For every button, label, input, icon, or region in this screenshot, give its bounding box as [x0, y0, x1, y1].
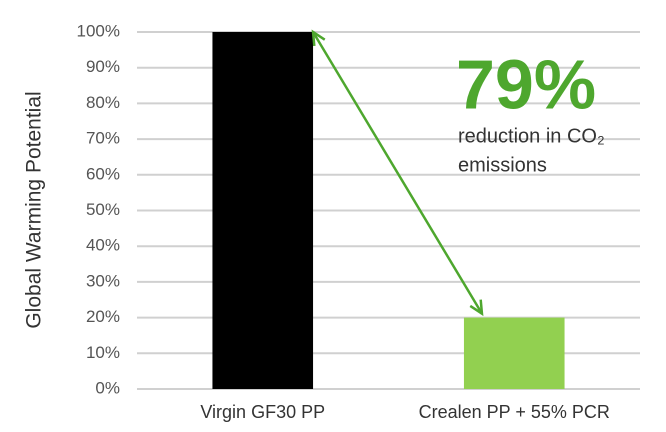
y-axis-title: Global Warming Potential — [23, 91, 46, 328]
y-tick-label: 70% — [86, 129, 120, 148]
y-tick-label: 20% — [86, 307, 120, 326]
y-tick-label: 40% — [86, 236, 120, 255]
y-tick-label: 100% — [77, 21, 120, 40]
x-tick-label: Crealen PP + 55% PCR — [419, 402, 610, 422]
y-tick-label: 60% — [86, 164, 120, 183]
y-tick-label: 90% — [86, 57, 120, 76]
y-tick-label: 10% — [86, 343, 120, 362]
y-tick-label: 30% — [86, 271, 120, 290]
annotation-text: reduction in CO₂ — [458, 125, 605, 147]
y-tick-label: 0% — [95, 378, 120, 397]
bar — [463, 317, 565, 389]
arrow-head — [469, 299, 484, 317]
y-tick-label: 50% — [86, 200, 120, 219]
x-tick-label: Virgin GF30 PP — [200, 402, 325, 422]
y-tick-label: 80% — [86, 93, 120, 112]
arrow-line — [311, 31, 484, 315]
annotation-text: emissions — [458, 154, 547, 176]
bar — [212, 32, 314, 389]
annotation-headline: 79% — [456, 45, 596, 123]
arrow-head — [311, 29, 326, 47]
